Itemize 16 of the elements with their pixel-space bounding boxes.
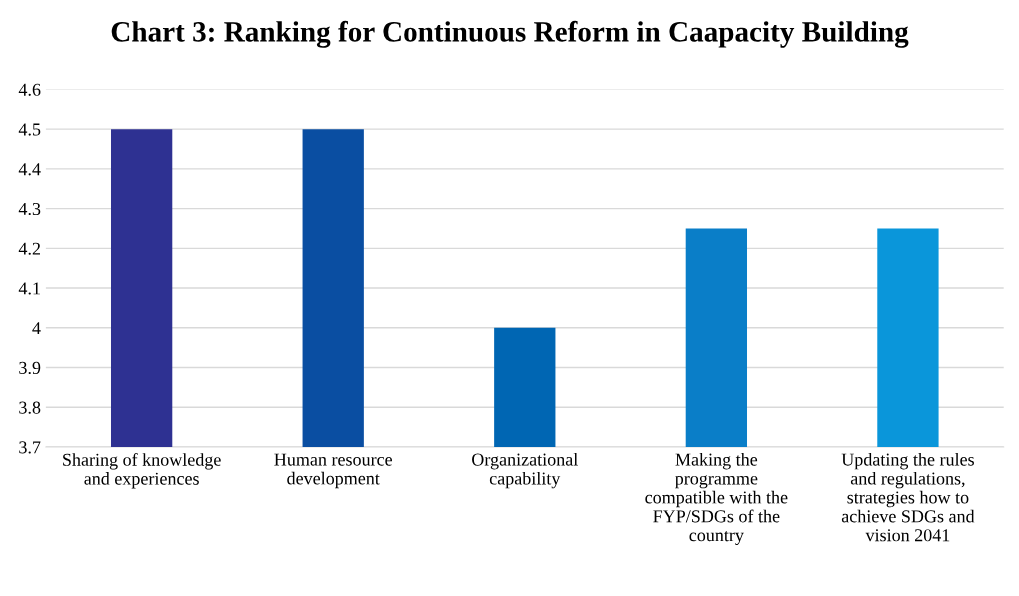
y-tick-label: 3.8 (19, 401, 41, 414)
y-tick-label: 3.9 (19, 361, 41, 375)
y-tick-label: 4.6 (18, 83, 41, 96)
y-tick-label: 4.1 (18, 282, 40, 295)
x-tick-label: Making the programme compatible with the FYP/SDGs of the country (645, 452, 788, 546)
x-tick-label: Updating the rules and regulations, strategies how to achieve SDGs and vision 2041 (841, 452, 975, 542)
y-tick-label: 4.2 (18, 242, 40, 255)
x-tick-label: Human resource development (274, 453, 392, 489)
y-tick-label: 4 (32, 322, 41, 335)
y-tick-label: 4.5 (18, 123, 41, 136)
y-tick-label: 3.7 (19, 441, 41, 454)
x-tick-label: Sharing of knowledge and experiences (63, 452, 221, 489)
y-tick-label: 4.3 (18, 202, 41, 216)
x-tick-label: Organizational capability (472, 452, 578, 489)
y-tick-label: 4.4 (18, 163, 41, 176)
chart-title: Chart 3: Ranking for Continuous Reform in Caapacity Building (111, 20, 909, 48)
